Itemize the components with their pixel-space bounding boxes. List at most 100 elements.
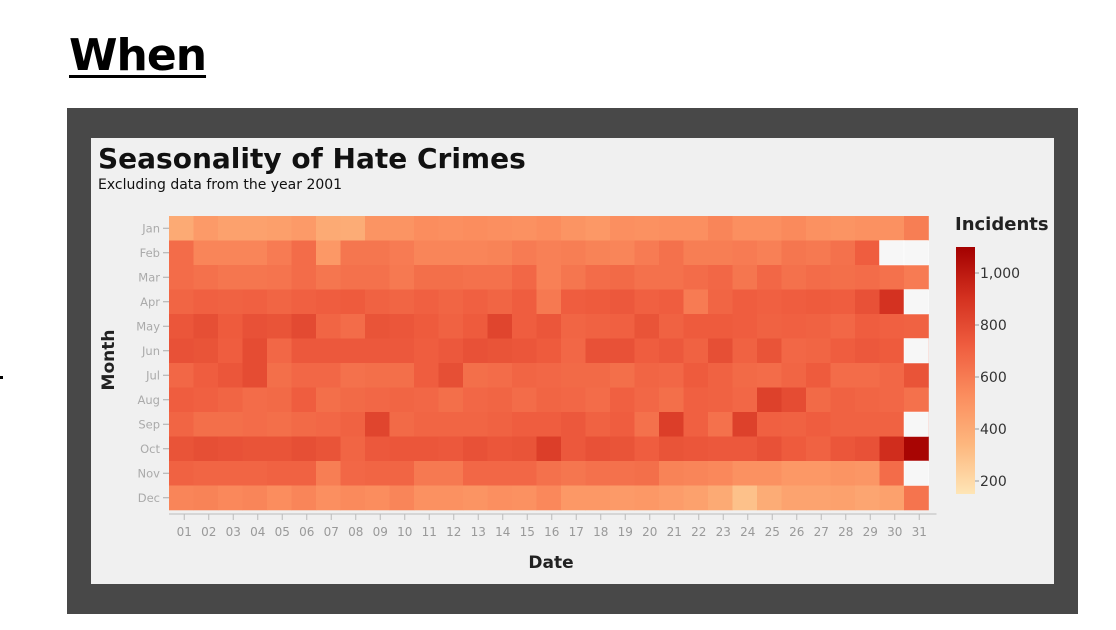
heatmap-cell: [536, 314, 562, 339]
heatmap-cell: [365, 485, 390, 511]
heatmap-cell: [732, 461, 758, 486]
heatmap-cell: [193, 436, 219, 462]
heatmap-cell: [340, 314, 366, 339]
heatmap-cell: [634, 461, 660, 486]
heatmap-cell: [732, 485, 758, 511]
heatmap-cell: [536, 240, 562, 266]
heatmap-cell: [438, 485, 464, 511]
heatmap-cell: [389, 412, 415, 437]
heatmap-cell: [855, 240, 880, 266]
heatmap-cell: [757, 436, 782, 462]
heatmap-cell: [291, 485, 317, 511]
heatmap-cell: [389, 485, 415, 511]
x-tick-label: 09: [373, 525, 388, 539]
heatmap-cell: [340, 363, 366, 388]
heatmap-cell: [683, 461, 709, 486]
heatmap-cell: [781, 387, 807, 413]
heatmap-cell: [806, 461, 831, 486]
legend-tick-label: 200: [980, 474, 1007, 490]
heatmap-cell: [585, 412, 611, 437]
heatmap-cell: [389, 216, 415, 241]
x-axis-title: Date: [528, 553, 573, 573]
heatmap-cell: [879, 314, 905, 339]
heatmap-cell: [781, 412, 807, 437]
heatmap-cell: [806, 216, 831, 241]
heatmap-cell: [781, 289, 807, 315]
heatmap-cell: [438, 314, 464, 339]
heatmap-cell: [414, 461, 439, 486]
heatmap-cell: [169, 289, 194, 315]
heatmap-cell: [561, 240, 586, 266]
heatmap-cell: [463, 436, 488, 462]
heatmap-cell: [879, 338, 905, 364]
heatmap-cell: [218, 363, 243, 388]
heatmap-cell: [463, 412, 488, 437]
heatmap-cell: [855, 387, 880, 413]
heatmap-cell: [218, 387, 243, 413]
heatmap-cell: [561, 216, 586, 241]
y-tick-label: Oct: [140, 442, 160, 456]
heatmap-cell: [193, 363, 219, 388]
heatmap-cell: [316, 240, 341, 266]
heatmap-cell: [267, 485, 292, 511]
heatmap-cell: [316, 461, 341, 486]
heatmap-cell: [438, 289, 464, 315]
heatmap-cell: [659, 485, 684, 511]
heatmap-cell: [193, 412, 219, 437]
heatmap-cell: [806, 412, 831, 437]
y-tick-label: May: [136, 319, 160, 333]
heatmap-cell: [806, 436, 831, 462]
heatmap-cell: [659, 436, 684, 462]
heatmap-cell: [512, 485, 537, 511]
heatmap-cell: [904, 485, 929, 511]
heatmap-cell: [757, 461, 782, 486]
heatmap-cell: [757, 363, 782, 388]
heatmap-cell: [316, 265, 341, 290]
heatmap-cell: [585, 216, 611, 241]
legend-title: Incidents: [955, 214, 1049, 235]
legend-tick-label: 1,000: [980, 266, 1020, 282]
heatmap-cell: [732, 289, 758, 315]
legend-gradient-bar: [956, 247, 975, 494]
heatmap-cell: [610, 485, 635, 511]
heatmap-cell: [683, 216, 709, 241]
heatmap-cell: [904, 216, 929, 241]
heatmap-cell: [193, 216, 219, 241]
heatmap-cell: [855, 338, 880, 364]
heatmap-cell: [610, 265, 635, 290]
x-tick-label: 24: [740, 525, 755, 539]
heatmap-cell: [463, 216, 488, 241]
x-tick-label: 26: [789, 525, 804, 539]
heatmap-cell: [806, 338, 831, 364]
x-tick-label: 23: [716, 525, 731, 539]
heatmap-cell: [193, 461, 219, 486]
heatmap-cell: [585, 387, 611, 413]
heatmap-cell: [830, 240, 856, 266]
heatmap-cell: [169, 461, 194, 486]
heatmap-cell: [757, 240, 782, 266]
heatmap-cell: [365, 412, 390, 437]
heatmap-cell: [585, 314, 611, 339]
y-tick-label: Sep: [138, 417, 160, 431]
heatmap-cell: [683, 314, 709, 339]
heatmap-cell: [169, 216, 194, 241]
heatmap-cell: [708, 289, 733, 315]
heatmap-cell: [242, 216, 268, 241]
heatmap-cell: [806, 387, 831, 413]
heatmap-cell: [708, 485, 733, 511]
heatmap-cell: [242, 485, 268, 511]
x-tick-label: 20: [642, 525, 657, 539]
x-tick-label: 04: [250, 525, 265, 539]
heatmap-cell: [512, 240, 537, 266]
x-tick-label: 28: [838, 525, 853, 539]
heatmap-cell: [414, 289, 439, 315]
heatmap-cell: [585, 289, 611, 315]
heatmap-cell: [414, 485, 439, 511]
heatmap-cell: [879, 461, 905, 486]
heatmap-cell: [659, 363, 684, 388]
heatmap-cell: [536, 436, 562, 462]
heatmap-cell: [365, 387, 390, 413]
heatmap-cell: [169, 412, 194, 437]
heatmap-cell: [487, 338, 513, 364]
heatmap-cell: [463, 338, 488, 364]
